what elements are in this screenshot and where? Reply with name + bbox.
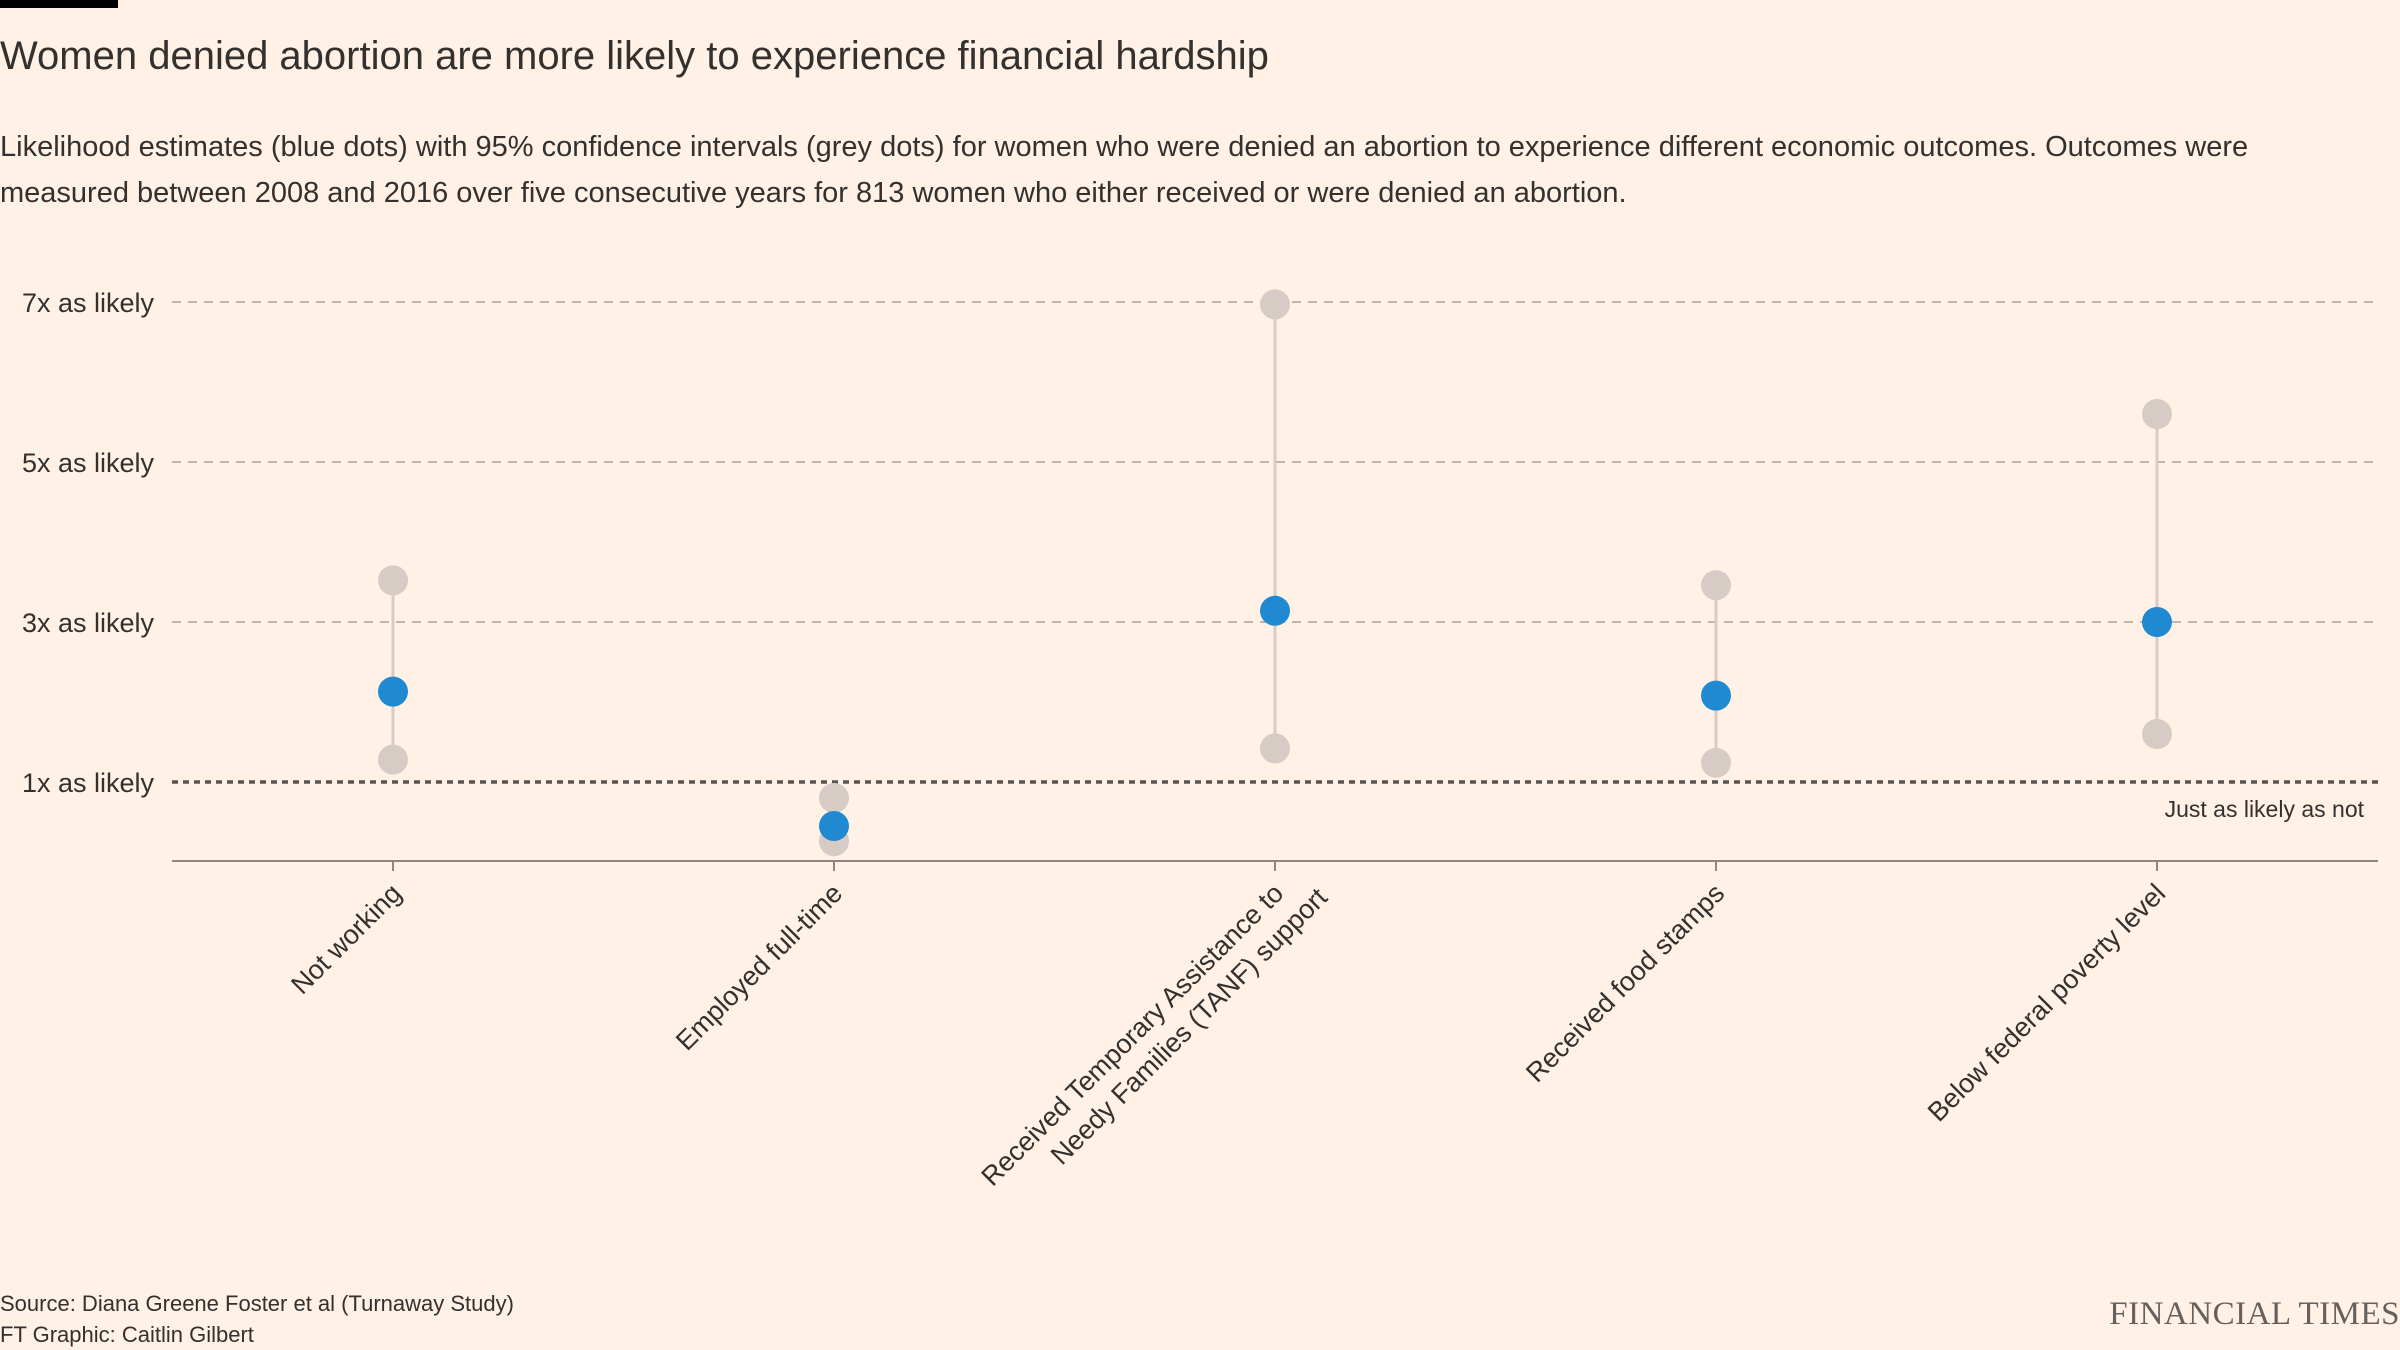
estimate-dot: [378, 676, 408, 707]
source-notes: Source: Diana Greene Foster et al (Turna…: [0, 1288, 514, 1350]
top-accent-bar: [0, 0, 118, 8]
chart-subtitle: Likelihood estimates (blue dots) with 95…: [0, 131, 2249, 209]
y-tick-label: 3x as likely: [22, 608, 155, 638]
estimate-dot: [1701, 680, 1731, 711]
axis-labels: 1x as likely 3x as likely 5x as likely 7x a…: [22, 288, 2365, 1216]
category-label: Below federal poverty level: [1922, 878, 2171, 1127]
estimate-dot: [2142, 607, 2172, 637]
category-label: Received food stamps: [1520, 878, 1730, 1088]
y-tick-label: 1x as likely: [22, 768, 155, 798]
axes: [172, 860, 2378, 871]
ci-upper-dot: [378, 565, 408, 596]
ci-lower-dot: [1701, 747, 1731, 778]
ft-logo: FINANCIAL TIMES: [2109, 1296, 2400, 1332]
ci-lower-dot: [378, 744, 408, 775]
category-label-line: Received Temporary Assistance to: [975, 878, 1289, 1192]
category-label-line: Received food stamps: [1520, 878, 1730, 1088]
category-label-line: Not working: [285, 878, 407, 1000]
source-text: Source: Diana Greene Foster et al (Turna…: [0, 1291, 514, 1316]
ci-upper-dot: [1260, 289, 1290, 320]
category-label-line: Employed full-time: [670, 878, 848, 1056]
category-label-line: Below federal poverty level: [1922, 878, 2171, 1127]
ci-lower-dot: [2142, 719, 2172, 749]
estimate-dot: [1260, 595, 1290, 626]
ci-lower-dot: [1260, 733, 1290, 764]
category-label: Employed full-time: [670, 878, 848, 1056]
y-tick-label: 5x as likely: [22, 448, 155, 478]
category-label-line: Needy Families (TANF) support: [1045, 882, 1334, 1171]
y-tick-label: 7x as likely: [22, 288, 155, 318]
estimate-dot: [819, 811, 849, 841]
category-label: Received Temporary Assistance toNeedy Fa…: [975, 858, 1333, 1216]
ci-upper-dot: [819, 783, 849, 813]
data-points: [378, 289, 2172, 857]
chart-title: Women denied abortion are more likely to…: [0, 34, 1269, 78]
ci-upper-dot: [2142, 399, 2172, 429]
ci-upper-dot: [1701, 570, 1731, 601]
reference-line-label: Just as likely as not: [2165, 796, 2365, 822]
credit-text: FT Graphic: Caitlin Gilbert: [0, 1322, 254, 1347]
category-label: Not working: [285, 878, 407, 1000]
gridlines: [172, 301, 2378, 784]
